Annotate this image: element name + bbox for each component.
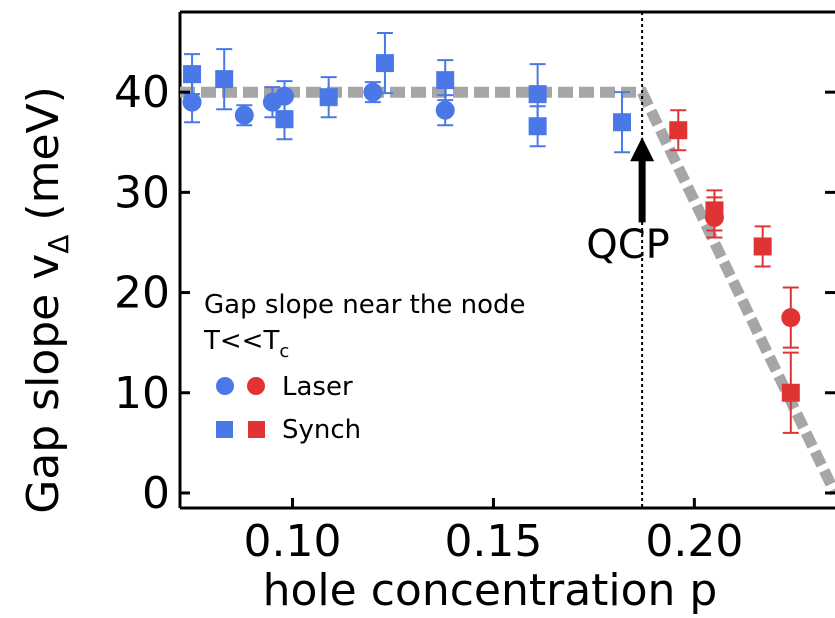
legend-condition-sub: c bbox=[279, 341, 289, 362]
qcp-label: QCP bbox=[586, 222, 670, 268]
legend-laser-label: Laser bbox=[282, 372, 353, 402]
blue-laser-point bbox=[363, 82, 383, 102]
blue-laser-point bbox=[274, 86, 294, 106]
y-tick-label: 20 bbox=[114, 268, 170, 319]
y-tick-label: 40 bbox=[114, 67, 170, 118]
x-axis-title: hole concentration p bbox=[263, 565, 718, 616]
x-tick-label: 0.10 bbox=[244, 516, 342, 567]
red-synch-point bbox=[781, 383, 800, 402]
legend-condition: T<<Tc bbox=[203, 326, 289, 362]
y-tick-label: 0 bbox=[142, 468, 170, 519]
blue-laser-point bbox=[234, 105, 254, 125]
blue-synch-point bbox=[275, 110, 294, 129]
blue-laser-point bbox=[182, 92, 202, 112]
legend-condition-main: T<<T bbox=[203, 326, 279, 356]
blue-synch-point bbox=[319, 88, 338, 107]
axis-ticks: 0 10 20 30 40 0.10 0.15 0.20 bbox=[114, 67, 835, 567]
blue-synch-point bbox=[183, 65, 202, 84]
blue-laser-point bbox=[435, 100, 455, 120]
y-axis-title-main: Gap slope v bbox=[18, 254, 69, 514]
qcp-arrow-head bbox=[630, 137, 655, 162]
y-axis-title-unit: (meV) bbox=[18, 86, 69, 234]
legend-title: Gap slope near the node bbox=[204, 290, 525, 320]
blue-synch-point bbox=[528, 117, 547, 136]
blue-synch-point bbox=[436, 71, 455, 90]
y-tick-label: 30 bbox=[114, 167, 170, 218]
red-synch-point bbox=[669, 121, 688, 140]
legend: Gap slope near the node T<<Tc Laser Sync… bbox=[203, 290, 525, 445]
legend-laser-blue-circle bbox=[216, 377, 234, 395]
blue-synch-point bbox=[375, 54, 394, 73]
red-synch-point bbox=[705, 201, 724, 220]
legend-synch-label: Synch bbox=[282, 415, 361, 445]
legend-synch-blue-square bbox=[216, 421, 233, 438]
x-tick-label: 0.20 bbox=[645, 516, 743, 567]
legend-laser-red-circle bbox=[247, 377, 265, 395]
y-tick-label: 10 bbox=[114, 368, 170, 419]
y-axis-title: Gap slope vΔ (meV) bbox=[18, 86, 75, 514]
blue-synch-point bbox=[613, 113, 632, 132]
red-laser-point bbox=[781, 308, 801, 328]
y-axis-title-sub: Δ bbox=[42, 235, 75, 254]
legend-synch-red-square bbox=[248, 421, 265, 438]
qcp-marker bbox=[630, 12, 655, 508]
red-synch-point bbox=[753, 237, 772, 256]
blue-synch-point bbox=[215, 70, 234, 89]
x-tick-label: 0.15 bbox=[444, 516, 542, 567]
data-points bbox=[182, 32, 801, 434]
blue-synch-point bbox=[528, 85, 547, 104]
